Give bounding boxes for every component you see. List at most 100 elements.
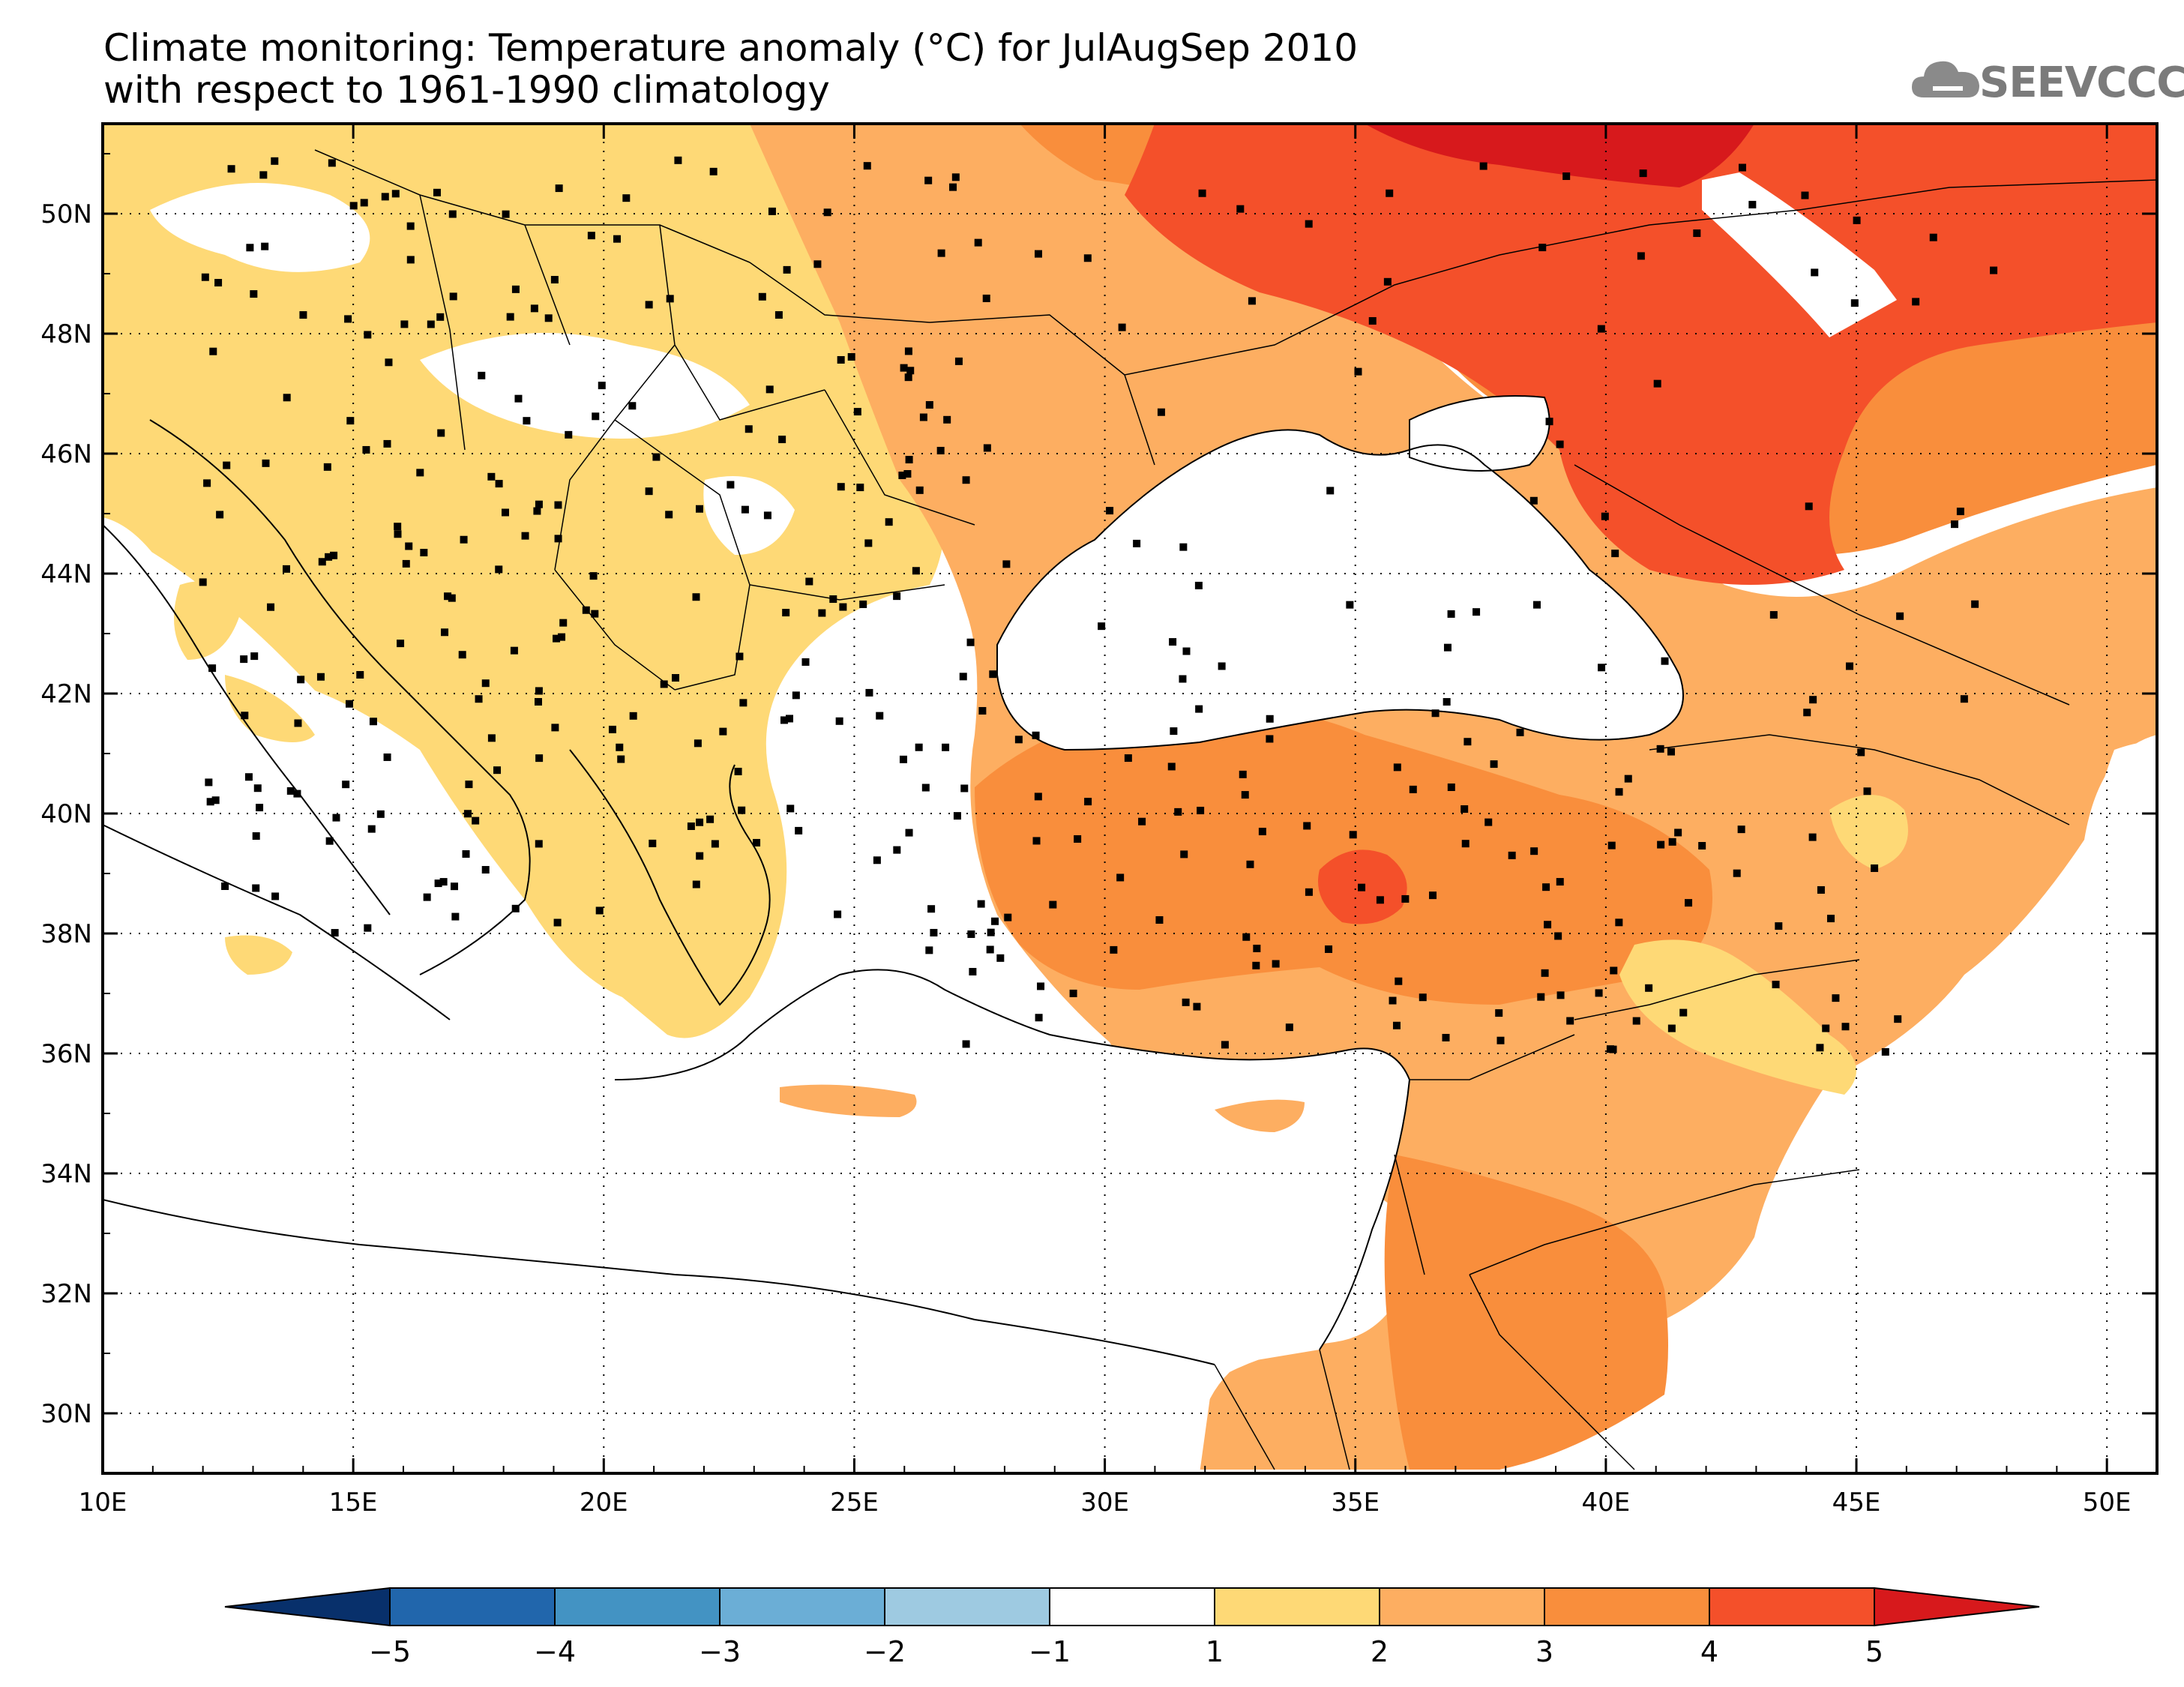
station-marker xyxy=(949,183,957,191)
station-marker xyxy=(1098,622,1106,631)
station-marker xyxy=(780,716,788,724)
station-marker xyxy=(1447,783,1455,791)
station-marker xyxy=(240,655,248,664)
station-marker xyxy=(1661,657,1669,665)
station-marker xyxy=(1034,250,1042,258)
station-marker xyxy=(416,469,424,477)
syria-yellow xyxy=(1619,939,1856,1095)
station-marker xyxy=(325,837,334,845)
station-marker xyxy=(823,208,831,217)
station-marker xyxy=(613,235,622,243)
station-marker xyxy=(465,781,473,789)
station-marker xyxy=(533,507,541,515)
station-marker xyxy=(1698,842,1706,850)
station-marker xyxy=(983,444,991,452)
colorbar-label: 1 xyxy=(1206,1635,1224,1668)
station-marker xyxy=(1645,984,1653,992)
azov-white xyxy=(1410,396,1550,471)
station-marker xyxy=(475,695,483,703)
station-marker xyxy=(1305,220,1313,228)
colorbar-arrow-low xyxy=(224,1587,391,1627)
station-marker xyxy=(829,595,837,604)
station-marker xyxy=(943,415,951,424)
x-tick-label: 20E xyxy=(580,1488,628,1518)
colorbar-label: −2 xyxy=(864,1635,906,1668)
y-tick-label: 36N xyxy=(40,1039,92,1069)
station-marker xyxy=(763,511,771,520)
station-marker xyxy=(1386,189,1394,197)
station-marker xyxy=(1272,960,1280,968)
station-marker xyxy=(1179,675,1187,683)
station-marker xyxy=(1479,162,1487,170)
station-marker xyxy=(1049,900,1057,909)
y-tick-label: 32N xyxy=(40,1279,92,1309)
station-marker xyxy=(1368,316,1377,325)
station-marker xyxy=(383,753,391,761)
station-marker xyxy=(1495,1009,1503,1017)
station-marker xyxy=(1624,775,1632,783)
station-marker xyxy=(904,347,912,355)
colorbar-label: 3 xyxy=(1535,1635,1553,1668)
station-marker xyxy=(727,481,735,489)
station-marker xyxy=(362,445,370,454)
station-marker xyxy=(427,320,435,328)
station-marker xyxy=(216,511,224,519)
station-marker xyxy=(711,840,719,848)
station-marker xyxy=(1004,913,1012,921)
station-marker xyxy=(904,373,912,382)
title-line-1: Climate monitoring: Temperature anomaly … xyxy=(103,26,1359,70)
station-marker xyxy=(719,727,727,736)
colorbar-label: 5 xyxy=(1865,1635,1883,1668)
y-tick-label: 50N xyxy=(40,199,92,229)
station-marker xyxy=(937,249,945,257)
station-marker xyxy=(695,505,703,513)
station-marker xyxy=(1084,798,1092,806)
station-marker xyxy=(1195,705,1203,713)
station-marker xyxy=(1832,994,1840,1002)
station-marker xyxy=(267,603,275,611)
station-marker xyxy=(1657,841,1665,849)
station-marker xyxy=(954,357,963,365)
station-marker xyxy=(1811,268,1819,277)
station-marker xyxy=(261,242,269,250)
station-marker xyxy=(1801,191,1809,199)
station-marker xyxy=(1221,1041,1229,1049)
station-marker xyxy=(282,565,290,573)
station-marker xyxy=(259,171,268,179)
station-marker xyxy=(1772,981,1780,989)
station-marker xyxy=(1198,189,1206,197)
station-marker xyxy=(739,699,747,707)
station-marker xyxy=(433,188,441,196)
station-marker xyxy=(1956,508,1964,516)
station-marker xyxy=(214,279,223,287)
station-marker xyxy=(1002,560,1011,568)
station-marker xyxy=(1133,539,1141,547)
cloud-icon xyxy=(1912,61,1979,97)
station-marker xyxy=(1537,993,1545,1001)
colorbar-label: −4 xyxy=(534,1635,576,1668)
station-marker xyxy=(818,609,826,617)
station-marker xyxy=(294,719,302,727)
station-marker xyxy=(1083,254,1092,262)
x-tick-label: 40E xyxy=(1582,1488,1631,1518)
station-marker xyxy=(1817,885,1825,894)
station-marker xyxy=(286,787,295,795)
station-marker xyxy=(1241,791,1249,799)
station-marker xyxy=(1610,966,1618,975)
colorbar-label: 4 xyxy=(1700,1635,1718,1668)
station-marker xyxy=(463,810,472,818)
station-marker xyxy=(1110,945,1118,954)
colorbar-label: −5 xyxy=(369,1635,411,1668)
station-marker xyxy=(1032,731,1040,739)
station-marker xyxy=(423,893,431,901)
station-marker xyxy=(783,265,791,274)
station-marker xyxy=(450,882,458,891)
station-marker xyxy=(785,715,793,723)
station-marker xyxy=(1431,709,1440,718)
station-marker xyxy=(383,439,391,448)
station-marker xyxy=(460,535,468,544)
station-marker xyxy=(1894,1015,1902,1023)
station-marker xyxy=(1248,297,1256,305)
station-marker xyxy=(1106,507,1114,515)
coastline-med xyxy=(103,824,1411,1365)
